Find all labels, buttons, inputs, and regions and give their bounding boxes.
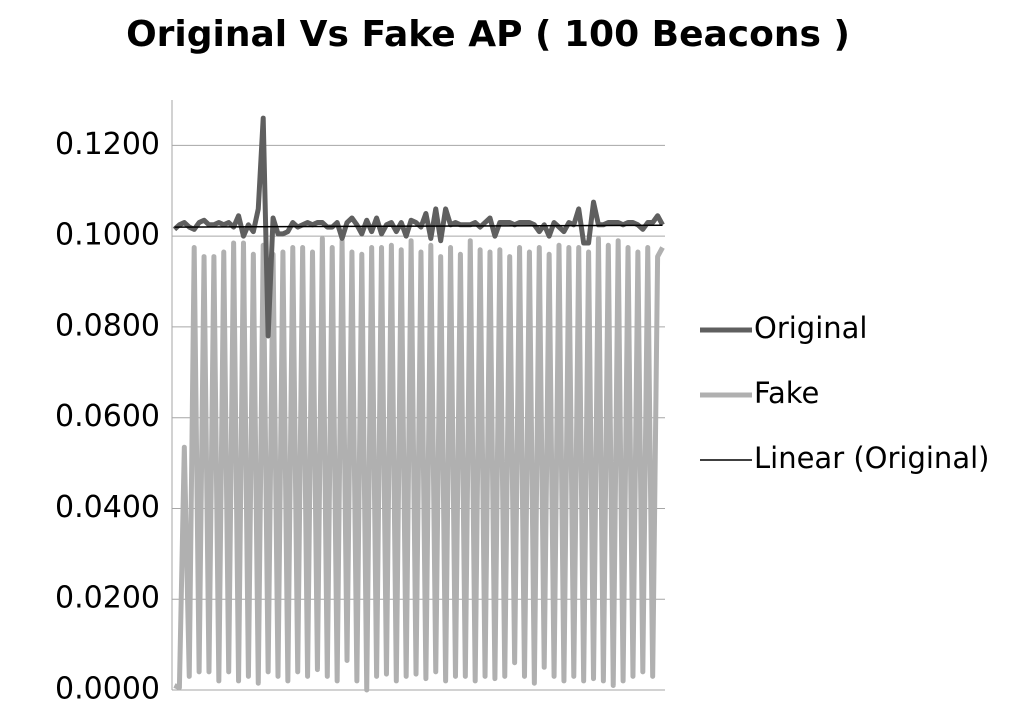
- legend-label: Original: [754, 311, 867, 345]
- y-tick-label: 0.0200: [55, 581, 160, 616]
- y-tick-label: 0.1200: [55, 127, 160, 162]
- y-tick-label: 0.0800: [55, 308, 160, 343]
- y-tick-label: 0.0400: [55, 490, 160, 525]
- line-series: [173, 235, 665, 693]
- legend-label: Linear (Original): [754, 441, 989, 475]
- y-tick-label: 0.0000: [55, 672, 160, 707]
- trend-line: [174, 224, 663, 228]
- y-tick-label: 0.0600: [55, 399, 160, 434]
- y-tick-label: 0.1000: [55, 218, 160, 253]
- legend-label: Fake: [754, 376, 819, 410]
- chart-title: Original Vs Fake AP ( 100 Beacons ): [126, 14, 850, 55]
